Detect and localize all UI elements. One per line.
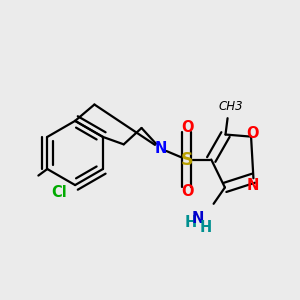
Text: H: H <box>200 220 212 235</box>
Text: N: N <box>191 211 204 226</box>
Text: O: O <box>246 126 259 141</box>
Text: O: O <box>181 120 194 135</box>
Text: CH3: CH3 <box>218 100 243 113</box>
Text: Cl: Cl <box>51 185 67 200</box>
Text: N: N <box>154 141 167 156</box>
Text: S: S <box>181 151 194 169</box>
Text: N: N <box>246 178 259 193</box>
Text: O: O <box>181 184 194 199</box>
Text: H: H <box>185 215 197 230</box>
